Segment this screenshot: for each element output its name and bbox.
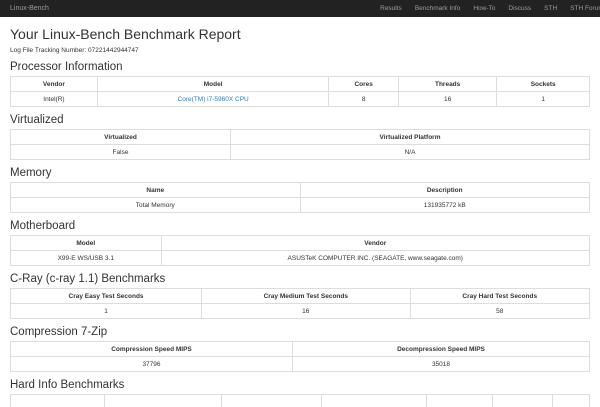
cpu-vendor-cell: Intel(R) — [10, 91, 98, 107]
col-header: Threads — [397, 76, 498, 92]
section-title-memory: Memory — [10, 167, 52, 179]
section-title-virtualized: Virtualized — [10, 114, 64, 126]
motherboard-table: Model Vendor X99-E WS/USB 3.1 ASUSTeK CO… — [10, 235, 591, 266]
memory-description-cell: 131935772 kB — [299, 197, 590, 213]
cpu-sockets-cell: 1 — [496, 91, 590, 107]
col-header — [9, 394, 106, 407]
col-header: Cray Easy Test Seconds — [9, 288, 203, 304]
table-header-row — [9, 394, 591, 407]
table-row: 1 16 58 — [9, 303, 590, 319]
nav-item-sth[interactable]: STH — [544, 5, 558, 12]
top-navbar: Linux-Bench Results Benchmark Info How-T… — [0, 0, 600, 17]
sevenzip-table: Compression Speed MIPS Decompression Spe… — [10, 341, 591, 372]
table-header-row: Model Vendor — [10, 235, 591, 251]
brand-link[interactable]: Linux-Bench — [10, 5, 49, 12]
nav-item-discuss[interactable]: Discuss — [508, 5, 532, 12]
col-header — [321, 394, 427, 407]
section-title-motherboard: Motherboard — [10, 220, 76, 232]
col-header: Vendor — [10, 76, 98, 92]
col-header: Cores — [328, 76, 399, 92]
table-header-row: Compression Speed MIPS Decompression Spe… — [10, 341, 591, 357]
section-title-cray: C-Ray (c-ray 1.1) Benchmarks — [10, 273, 166, 285]
nav-item-how-to[interactable]: How-To — [473, 5, 496, 12]
col-header: Compression Speed MIPS — [10, 341, 293, 357]
cpu-model-link[interactable]: Core(TM) i7-5960X CPU — [177, 95, 249, 103]
report-page: Your Linux-Bench Benchmark Report Log Fi… — [0, 26, 600, 407]
section-title-hardinfo: Hard Info Benchmarks — [10, 379, 125, 391]
memory-table: Name Description Total Memory 131935772 … — [10, 182, 590, 213]
motherboard-vendor-cell: ASUSTeK COMPUTER INC. (SEAGATE, www.seag… — [160, 250, 591, 266]
section-title-processor: Processor Information — [10, 61, 123, 73]
motherboard-model-cell: X99-E WS/USB 3.1 — [10, 250, 162, 266]
col-header: Description — [299, 182, 590, 198]
col-header — [221, 394, 323, 407]
page-title: Your Linux-Bench Benchmark Report — [10, 26, 241, 42]
table-header-row: Cray Easy Test Seconds Cray Medium Test … — [9, 288, 590, 304]
col-header — [104, 394, 223, 407]
cpu-cores-cell: 8 — [328, 91, 399, 107]
table-row: X99-E WS/USB 3.1 ASUSTeK COMPUTER INC. (… — [10, 250, 591, 266]
col-header — [492, 394, 553, 407]
nav-item-benchmark-info[interactable]: Benchmark Info — [414, 5, 461, 12]
table-row: Intel(R) Core(TM) i7-5960X CPU 8 16 1 — [10, 91, 590, 107]
table-row: False N/A — [9, 144, 590, 160]
col-header — [425, 394, 494, 407]
compression-speed-cell: 37796 — [10, 356, 293, 372]
col-header: Cray Medium Test Seconds — [201, 288, 411, 304]
col-header — [551, 394, 591, 407]
col-header: Name — [10, 182, 301, 198]
cray-easy-cell: 1 — [9, 303, 203, 319]
virtualized-table: Virtualized Virtualized Platform False N… — [9, 129, 590, 160]
table-row: 37796 35018 — [10, 356, 591, 372]
processor-table: Vendor Model Cores Threads Sockets Intel… — [10, 76, 590, 107]
hardinfo-table — [9, 394, 591, 407]
log-tracking-number: Log File Tracking Number: 07221442944747 — [10, 47, 139, 54]
col-header: Cray Hard Test Seconds — [409, 288, 590, 304]
col-header: Decompression Speed MIPS — [291, 341, 591, 357]
virtualized-value-cell: False — [9, 144, 232, 160]
table-header-row: Name Description — [10, 182, 590, 198]
cpu-model-cell: Core(TM) i7-5960X CPU — [96, 91, 330, 107]
nav-item-sth-forums[interactable]: STH Forums — [570, 5, 600, 12]
table-header-row: Vendor Model Cores Threads Sockets — [10, 76, 590, 92]
cpu-threads-cell: 16 — [397, 91, 498, 107]
table-row: Total Memory 131935772 kB — [10, 197, 590, 213]
cray-hard-cell: 58 — [409, 303, 590, 319]
col-header: Virtualized Platform — [230, 129, 590, 145]
cray-table: Cray Easy Test Seconds Cray Medium Test … — [9, 288, 590, 319]
cray-medium-cell: 16 — [201, 303, 411, 319]
col-header: Virtualized — [9, 129, 232, 145]
col-header: Model — [10, 235, 162, 251]
col-header: Vendor — [160, 235, 591, 251]
virtualized-platform-cell: N/A — [230, 144, 590, 160]
nav-item-results[interactable]: Results — [380, 5, 402, 12]
memory-name-cell: Total Memory — [10, 197, 301, 213]
section-title-7zip: Compression 7-Zip — [10, 326, 108, 338]
col-header: Model — [96, 76, 330, 92]
decompression-speed-cell: 35018 — [291, 356, 591, 372]
nav-links: Results Benchmark Info How-To Discuss ST… — [380, 5, 600, 12]
table-header-row: Virtualized Virtualized Platform — [9, 129, 590, 145]
col-header: Sockets — [496, 76, 590, 92]
